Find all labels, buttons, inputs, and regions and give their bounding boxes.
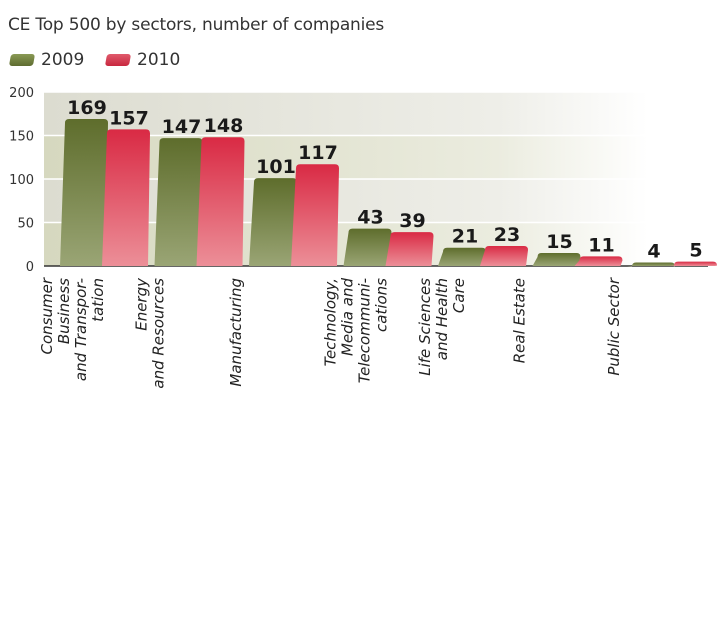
bar-2009-5 [532,252,581,266]
category-labels: Consumer Business and Transpor-tation Energ… [38,277,623,389]
legend-item-2009: 2009 [8,50,85,70]
bar-2010-5 [574,256,623,266]
bar-2010-3 [385,232,434,266]
value-label-2009-6: 4 [647,241,660,263]
category-label-6: Public Sector [605,277,623,375]
value-label-2010-1: 148 [204,115,244,137]
value-label-2010-5: 11 [588,234,614,256]
category-label-5: Real Estate [511,278,529,363]
category-label-line: Technology, [322,278,340,366]
bar-2009-1 [154,138,203,266]
category-label-line: Manufacturing [227,278,245,387]
bar-2010-6 [669,261,717,266]
bar-2009-0 [60,118,108,266]
value-label-2009-5: 15 [546,231,572,253]
category-label-line: cations [373,278,391,332]
value-label-2009-2: 101 [256,156,296,178]
legend-label-2010: 2010 [137,50,181,70]
value-label-2010-2: 117 [298,142,338,164]
bar-2010-2 [291,164,339,266]
bar-2010-4 [480,245,528,266]
value-label-2010-3: 39 [399,210,425,232]
category-label-line: Telecommuni- [356,278,374,383]
category-label-line: Media and [339,278,357,357]
bar-2009-3 [343,228,392,266]
bar-2010-0 [102,129,150,266]
value-label-2009-3: 43 [357,207,383,229]
bar-2009-4 [438,247,486,266]
value-label-2010-4: 23 [494,224,520,246]
value-label-2009-4: 21 [452,226,478,248]
category-label-line: Care [450,278,468,313]
bar-2009-6 [627,262,675,267]
value-label-2009-1: 147 [162,116,202,138]
category-label-line: Real Estate [511,278,529,363]
y-tick-label: 150 [9,130,34,145]
category-label-0: Consumer Business and Transpor-tation [38,277,107,381]
category-label-2: Manufacturing [227,278,245,387]
category-label-line: Business [55,278,73,344]
bar-2009-2 [249,178,297,266]
category-label-1: Energy and Resources [133,277,168,389]
legend-label-2009: 2009 [41,50,85,70]
y-tick-label: 0 [26,260,34,275]
category-label-line: Energy [133,277,151,331]
value-label-2009-0: 169 [67,97,107,119]
category-label-line: and Resources [150,278,168,389]
value-label-2010-6: 5 [689,240,702,262]
y-tick-label: 50 [17,217,34,232]
value-label-2010-0: 157 [109,107,149,129]
category-label-line: tation [89,278,107,322]
legend-item-2010: 2010 [104,50,181,70]
category-label-line: and Health [433,278,451,360]
y-tick-label: 200 [9,86,34,101]
category-label-line: Life Sciences [416,278,434,376]
category-label-line: Public Sector [605,277,623,375]
bars: 169 147 101 43 21 15 4 157 148 117 39 23 11 5 [60,97,717,267]
category-label-line: and Transpor- [72,278,90,381]
category-label-4: Life Sciences and Health Care [416,278,468,376]
category-label-line: Consumer [38,277,56,354]
category-label-3: Technology, Media and Telecommuni-cations [322,278,391,384]
y-tick-label: 100 [9,173,34,188]
chart-title: CE Top 500 by sectors, number of compani… [8,15,385,35]
bar-2010-1 [196,137,245,266]
